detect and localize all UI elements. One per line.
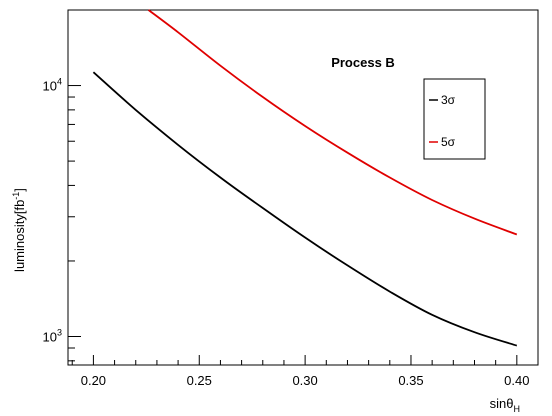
legend-label-3sigma: 3σ: [441, 93, 456, 107]
plot-frame: [67, 9, 539, 366]
y-axis-ticks: 103 104: [43, 9, 81, 362]
legend-label-5sigma: 5σ: [441, 135, 456, 149]
x-tick-label: 0.20: [81, 373, 106, 388]
y-axis-label: luminosity[fb-1]: [11, 188, 27, 272]
series-line-3sigma: [92, 71, 518, 347]
x-tick-label: 0.30: [292, 373, 317, 388]
x-tick-label: 0.40: [504, 373, 529, 388]
series-layer: [92, 9, 518, 347]
y-axis-label-main: luminosity[fb: [12, 200, 27, 272]
x-tick-label: 0.25: [187, 373, 212, 388]
series-line-5sigma: [147, 9, 518, 236]
x-axis-label-main: sinθ: [490, 396, 514, 411]
legend-box: [423, 78, 486, 160]
chart-title: Process B: [331, 55, 395, 70]
legend: 3σ 5σ: [423, 78, 486, 160]
y-axis-label-superscript: -1: [11, 192, 21, 200]
x-axis-ticks: 0.20 0.25 0.30 0.35 0.40: [71, 355, 539, 388]
y-axis-label-close: ]: [12, 188, 27, 192]
y-tick-label: 103: [43, 328, 62, 345]
x-tick-label: 0.35: [398, 373, 423, 388]
y-tick-label: 104: [43, 77, 62, 94]
x-axis-label: sinθH: [490, 396, 520, 414]
x-axis-label-subscript: H: [514, 404, 521, 414]
